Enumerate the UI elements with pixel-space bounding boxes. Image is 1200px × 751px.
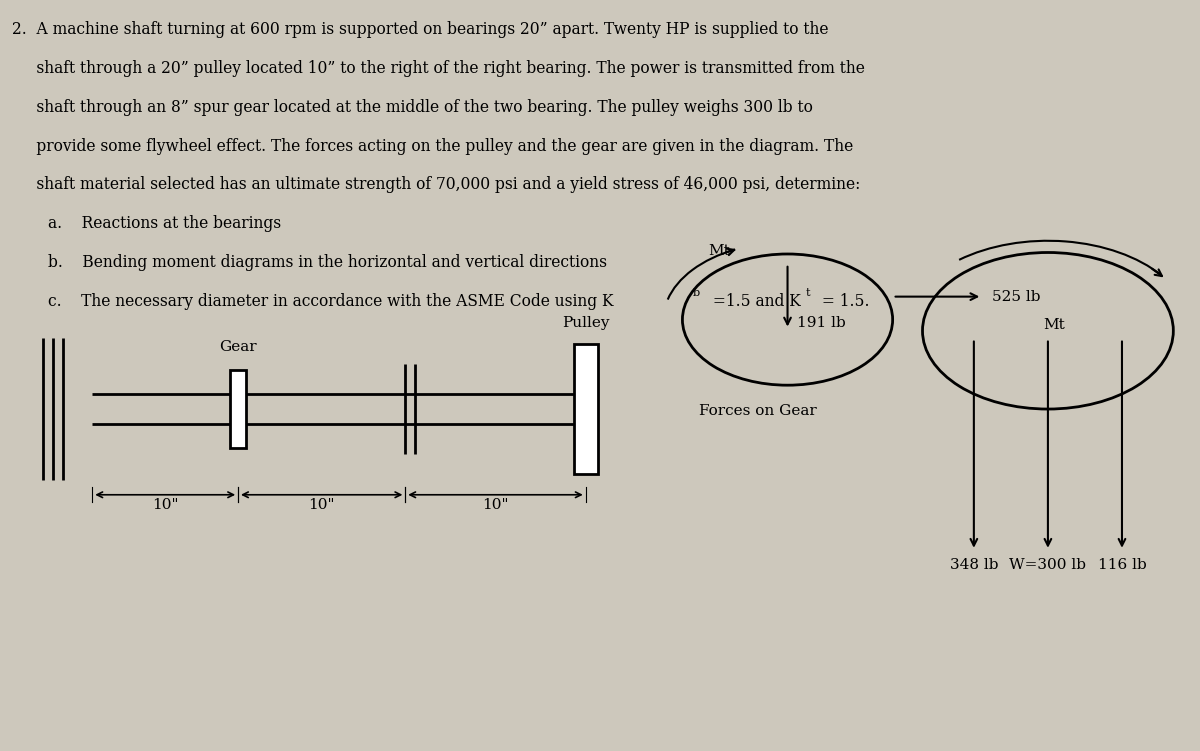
Text: W=300 lb: W=300 lb [1009,558,1086,572]
Text: shaft material selected has an ultimate strength of 70,000 psi and a yield stres: shaft material selected has an ultimate … [12,176,860,194]
Text: Forces on Gear: Forces on Gear [698,404,816,418]
Text: 348 lb: 348 lb [949,558,998,572]
Text: 10": 10" [152,499,179,512]
Bar [574,344,598,475]
Text: provide some flywheel effect. The forces acting on the pulley and the gear are g: provide some flywheel effect. The forces… [12,137,853,155]
Text: 10": 10" [308,499,335,512]
Text: 10": 10" [482,499,509,512]
Text: a.    Reactions at the bearings: a. Reactions at the bearings [48,216,281,232]
Text: =1.5 and K: =1.5 and K [708,293,800,309]
Text: shaft through a 20” pulley located 10” to the right of the right bearing. The po: shaft through a 20” pulley located 10” t… [12,60,865,77]
Text: 525 lb: 525 lb [991,290,1040,303]
Text: b: b [694,288,701,298]
Text: Mt: Mt [708,245,730,258]
Text: Gear: Gear [220,339,257,354]
Text: c.    The necessary diameter in accordance with the ASME Code using K: c. The necessary diameter in accordance … [48,293,613,309]
Text: 191 lb: 191 lb [797,316,846,330]
Text: 2.  A machine shaft turning at 600 rpm is supported on bearings 20” apart. Twent: 2. A machine shaft turning at 600 rpm is… [12,22,829,38]
Bar [230,370,246,448]
Text: Mt: Mt [1043,318,1064,332]
Text: shaft through an 8” spur gear located at the middle of the two bearing. The pull: shaft through an 8” spur gear located at… [12,99,814,116]
Text: = 1.5.: = 1.5. [817,293,870,309]
Text: b.    Bending moment diagrams in the horizontal and vertical directions: b. Bending moment diagrams in the horizo… [48,254,607,271]
Text: Pulley: Pulley [562,316,610,330]
Text: 116 lb: 116 lb [1098,558,1146,572]
Text: t: t [805,288,810,298]
